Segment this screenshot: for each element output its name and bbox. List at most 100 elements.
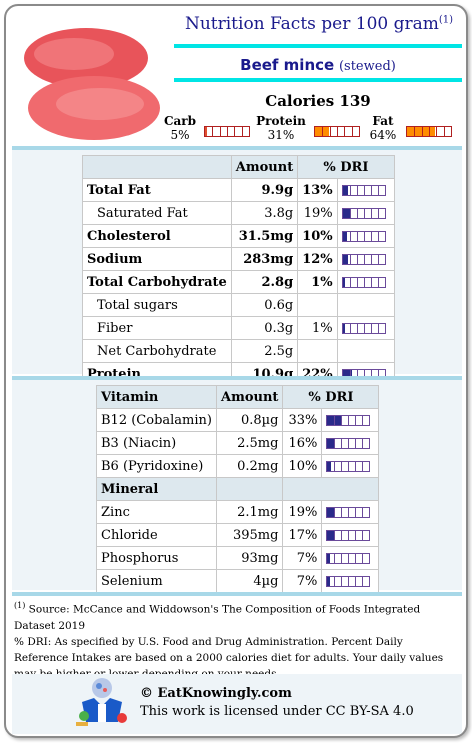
macro-pct: 64% <box>369 128 397 142</box>
dri-bar <box>326 414 371 426</box>
nutrient-name: Sodium <box>82 247 232 271</box>
nutrient-row: Total Fat 9.9g 13% <box>82 178 395 202</box>
macro-label: Protein <box>256 114 306 128</box>
food-name: Beef mince (stewed) <box>174 56 462 74</box>
nutrient-name: Saturated Fat <box>82 201 232 225</box>
dri-bar <box>341 276 386 288</box>
section-divider <box>12 592 462 596</box>
nutrient-dri-bar-cell <box>336 293 395 317</box>
dri-bar <box>341 253 386 265</box>
nutrient-amount: 9.9g <box>230 178 299 202</box>
vitamin-row-name: B6 (Pyridoxine) <box>96 454 217 478</box>
vitamin-row-amount: 0.2mg <box>215 454 284 478</box>
vitamin-row-dri: 33% <box>282 408 323 432</box>
source-text: Source: McCance and Widdowson's The Comp… <box>14 603 421 632</box>
dri-bar <box>341 207 386 219</box>
site-name: © EatKnowingly.com <box>140 686 292 701</box>
food-name-text: Beef mince <box>240 56 335 74</box>
nutrient-name: Net Carbohydrate <box>82 339 232 363</box>
dri-bar <box>326 506 371 518</box>
nutrient-dri-bar-cell <box>336 316 395 340</box>
macro-bar-carb <box>204 126 250 137</box>
mineral-row: Zinc 2.1mg 19% <box>96 500 380 524</box>
vitamin-row: B3 (Niacin) 2.5mg 16% <box>96 431 380 455</box>
vitamin-header: Vitamin <box>96 385 217 409</box>
dri-bar <box>341 230 386 242</box>
mineral-header-blank <box>282 477 380 501</box>
nutrient-row: Net Carbohydrate 2.5g <box>82 339 395 363</box>
nutrient-dri <box>297 293 338 317</box>
vitamin-row-dri-bar-cell <box>321 408 380 432</box>
nutrient-row: Fiber 0.3g 1% <box>82 316 395 340</box>
nutrient-dri: 12% <box>297 247 338 271</box>
mineral-row: Phosphorus 93mg 7% <box>96 546 380 570</box>
vitamins-minerals-table: Vitamin Amount % DRI B12 (Cobalamin) 0.8µ… <box>96 385 380 593</box>
nutrient-dri <box>297 339 338 363</box>
nutrient-amount: 2.8g <box>230 270 299 294</box>
mineral-row-name: Zinc <box>96 500 217 524</box>
food-qualifier: (stewed) <box>338 59 396 74</box>
vitamin-row: B6 (Pyridoxine) 0.2mg 10% <box>96 454 380 478</box>
dri-bar <box>326 460 371 472</box>
mineral-row-dri-bar-cell <box>321 569 380 593</box>
mineral-row-amount: 395mg <box>215 523 284 547</box>
vitamin-row-name: B3 (Niacin) <box>96 431 217 455</box>
nutrient-dri: 1% <box>297 270 338 294</box>
macro-pct: 31% <box>267 128 295 142</box>
amount-header: Amount <box>230 155 299 179</box>
nutrient-name: Total Carbohydrate <box>82 270 232 294</box>
mineral-row-dri-bar-cell <box>321 546 380 570</box>
mineral-row: Chloride 395mg 17% <box>96 523 380 547</box>
dri-header: % DRI <box>282 385 380 409</box>
dri-bar <box>326 437 371 449</box>
mineral-row-dri-bar-cell <box>321 500 380 524</box>
mineral-row-dri: 17% <box>282 523 323 547</box>
mineral-row-dri-bar-cell <box>321 523 380 547</box>
nutrient-amount: 0.3g <box>230 316 299 340</box>
nutrient-dri-bar-cell <box>336 201 395 225</box>
dri-bar <box>341 322 386 334</box>
nutrient-dri-bar-cell <box>336 339 395 363</box>
nutrients-table-body: Total Fat 9.9g 13% Saturated Fat 3.8g 19% Chol… <box>82 178 395 386</box>
nutrient-row: Saturated Fat 3.8g 19% <box>82 201 395 225</box>
nutrient-dri-bar-cell <box>336 178 395 202</box>
vitamin-row-dri-bar-cell <box>321 454 380 478</box>
nutrient-amount: 31.5mg <box>230 224 299 248</box>
nutrient-dri: 10% <box>297 224 338 248</box>
dri-bar <box>326 575 371 587</box>
nutrient-dri-bar-cell <box>336 270 395 294</box>
mineral-row-name: Chloride <box>96 523 217 547</box>
nutrients-table: Amount % DRI Total Fat 9.9g 13% Saturated F… <box>82 155 395 386</box>
nutrient-row: Sodium 283mg 12% <box>82 247 395 271</box>
title-text: Nutrition Facts per 100 gram <box>184 14 439 34</box>
nutrient-name: Total sugars <box>82 293 232 317</box>
mineral-row-amount: 2.1mg <box>215 500 284 524</box>
mineral-header: Mineral <box>96 477 217 501</box>
nutrient-header-blank <box>82 155 232 179</box>
vitamin-row-amount: 0.8µg <box>215 408 284 432</box>
mineral-row-dri: 7% <box>282 569 323 593</box>
nutrient-row: Cholesterol 31.5mg 10% <box>82 224 395 248</box>
minerals-table-body: Zinc 2.1mg 19% Chloride 395mg 17% Phosphorus 93… <box>96 500 380 593</box>
mineral-row-name: Selenium <box>96 569 217 593</box>
calories-label: Calories 139 <box>265 92 371 110</box>
amount-header: Amount <box>215 385 284 409</box>
macro-label: Carb <box>163 114 197 128</box>
mineral-header-blank <box>215 477 284 501</box>
mineral-row-amount: 4µg <box>215 569 284 593</box>
nutrient-row: Total sugars 0.6g <box>82 293 395 317</box>
nutrition-card: Nutrition Facts per 100 gram(1) Beef min… <box>4 4 468 738</box>
macro-fat: Fat 64% <box>366 114 400 142</box>
divider-line <box>174 78 462 82</box>
vitamin-row-name: B12 (Cobalamin) <box>96 408 217 432</box>
dri-header: % DRI <box>297 155 395 179</box>
dri-bar <box>326 552 371 564</box>
nutrient-name: Fiber <box>82 316 232 340</box>
food-photo <box>24 28 160 140</box>
nutrient-dri: 13% <box>297 178 338 202</box>
branding-footer: © EatKnowingly.com This work is licensed… <box>12 674 462 734</box>
vitamin-row-dri: 10% <box>282 454 323 478</box>
nutrient-amount: 0.6g <box>230 293 299 317</box>
nutrient-dri: 19% <box>297 201 338 225</box>
mineral-row: Selenium 4µg 7% <box>96 569 380 593</box>
